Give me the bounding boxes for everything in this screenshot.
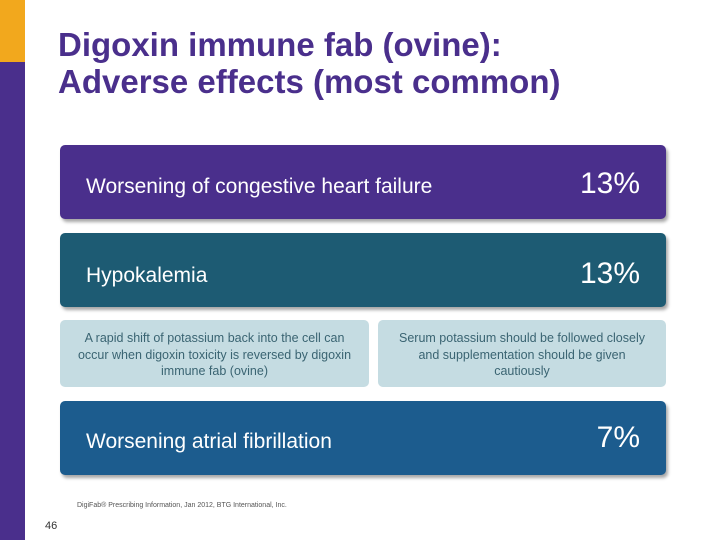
- effect-label: Hypokalemia: [86, 264, 208, 287]
- accent-bar-purple: [0, 62, 25, 540]
- effect-label: Worsening atrial fibrillation: [86, 430, 332, 453]
- note-potassium-monitoring: Serum potassium should be followed close…: [378, 320, 666, 387]
- title-line-1: Digoxin immune fab (ovine):: [58, 26, 502, 63]
- effect-bar-hypokalemia: Hypokalemia 13%: [60, 233, 666, 307]
- page-number: 46: [45, 520, 58, 532]
- effect-bar-heart-failure: Worsening of congestive heart failure 13…: [60, 145, 666, 219]
- footnote: DigiFab® Prescribing Information, Jan 20…: [77, 502, 287, 509]
- accent-bar-orange: [0, 0, 25, 62]
- effect-value: 13%: [579, 167, 640, 200]
- effect-bar-atrial-fibrillation: Worsening atrial fibrillation 7%: [60, 401, 666, 475]
- effect-value: 7%: [596, 421, 640, 454]
- effect-value: 13%: [579, 257, 640, 290]
- effect-label: Worsening of congestive heart failure: [86, 175, 433, 198]
- slide-title: Digoxin immune fab (ovine): Adverse effe…: [58, 26, 698, 100]
- note-potassium-shift: A rapid shift of potassium back into the…: [60, 320, 369, 387]
- title-line-2: Adverse effects (most common): [58, 63, 561, 100]
